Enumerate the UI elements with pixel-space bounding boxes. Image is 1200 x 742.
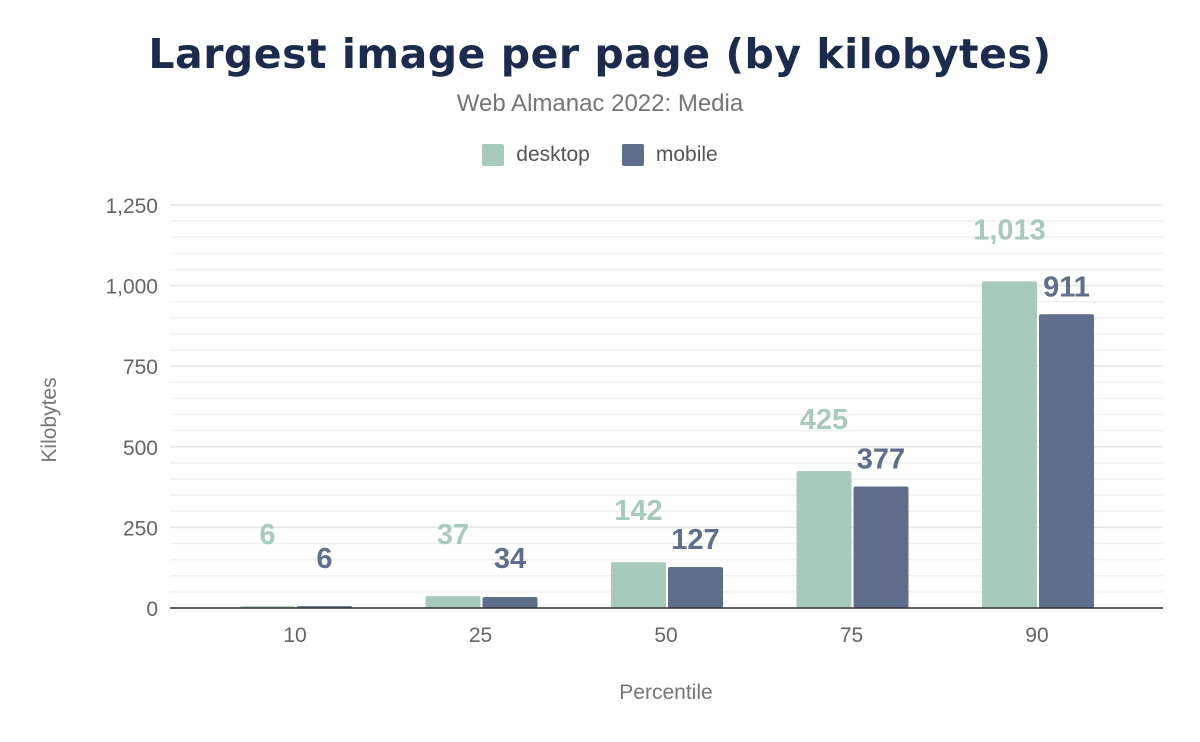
x-tick-label: 10 — [283, 624, 306, 647]
y-tick-label: 750 — [123, 356, 158, 379]
y-tick-label: 1,000 — [105, 276, 158, 299]
bar-mobile — [668, 567, 723, 608]
bar-mobile — [482, 597, 538, 608]
chart-title: Largest image per page (by kilobytes) — [148, 30, 1052, 78]
legend-label-mobile: mobile — [655, 143, 718, 166]
legend-item-desktop[interactable]: desktop — [482, 143, 590, 167]
y-tick-label: 250 — [123, 517, 158, 540]
legend-swatch-mobile — [621, 144, 644, 166]
bar-desktop — [796, 470, 852, 608]
data-label-desktop: 425 — [800, 404, 848, 436]
y-tick-label: 500 — [123, 437, 158, 460]
legend-item-mobile[interactable]: mobile — [621, 143, 718, 167]
data-label-desktop: 142 — [614, 495, 662, 527]
x-tick-label: 25 — [469, 624, 492, 647]
data-label-mobile: 34 — [494, 543, 526, 575]
data-label-desktop: 37 — [437, 519, 469, 551]
x-axis-label: Percentile — [619, 681, 712, 704]
data-label-mobile: 377 — [857, 443, 905, 475]
y-tick-label: 0 — [146, 598, 158, 621]
data-label-mobile: 6 — [316, 543, 332, 575]
x-tick-label: 75 — [840, 624, 863, 647]
legend-label-desktop: desktop — [516, 143, 590, 166]
y-axis-label: Kilobytes — [38, 377, 61, 462]
data-label-mobile: 911 — [1043, 271, 1090, 303]
x-tick-label: 90 — [1025, 624, 1048, 647]
legend: desktop mobile — [0, 143, 1200, 167]
bar-mobile — [853, 486, 909, 608]
x-tick-label: 50 — [654, 624, 677, 647]
y-tick-label: 1,250 — [105, 195, 158, 218]
legend-swatch-desktop — [482, 144, 505, 166]
bar-mobile — [1039, 314, 1094, 608]
data-label-desktop: 6 — [259, 519, 275, 551]
data-label-mobile: 127 — [671, 524, 719, 556]
bar-desktop — [982, 281, 1037, 608]
chart-subtitle: Web Almanac 2022: Media — [456, 90, 744, 117]
data-label-desktop: 1,013 — [973, 214, 1046, 246]
bar-desktop — [611, 562, 666, 608]
bar-desktop — [425, 596, 481, 608]
